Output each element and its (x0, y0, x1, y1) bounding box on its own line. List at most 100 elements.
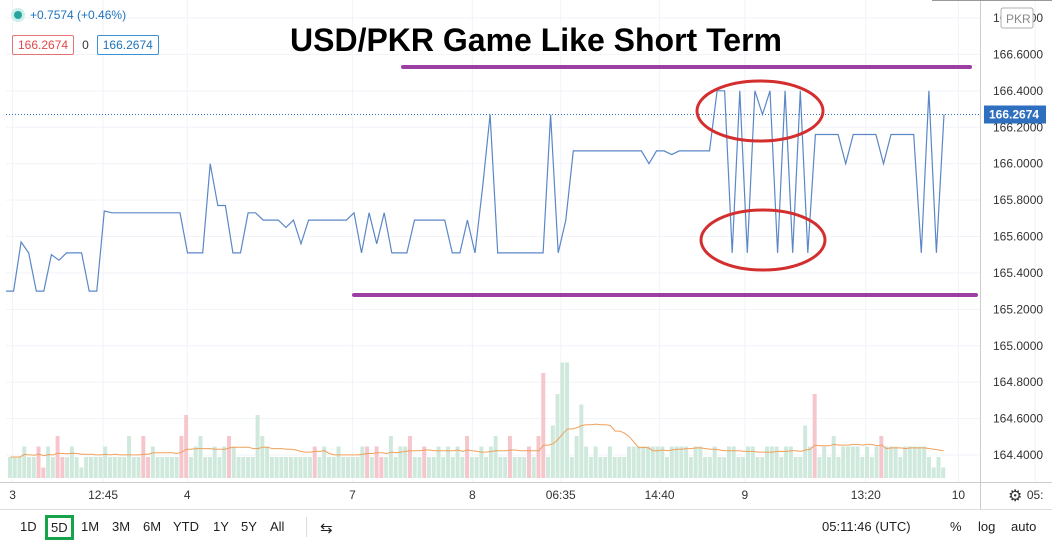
range-ytd[interactable]: YTD (173, 519, 199, 534)
volume-bar (774, 446, 779, 478)
volume-bar (493, 436, 498, 478)
volume-bar (869, 457, 874, 478)
time-tick-label: 05: (1027, 488, 1044, 502)
open-value: 166.2674 (12, 35, 75, 55)
time-tick-label: 14:40 (645, 488, 675, 502)
volume-bar (541, 373, 546, 478)
volume-bar (512, 457, 517, 478)
price-tick-label: 164.8000 (993, 375, 1043, 389)
volume-bar (760, 457, 765, 478)
volume-bar (750, 446, 755, 478)
volume-bar (88, 457, 93, 478)
price-line[interactable] (6, 90, 945, 292)
close-value: 166.2674 (96, 35, 159, 55)
volume-bar (203, 457, 208, 478)
volume-bar (860, 457, 865, 478)
volume-bar (798, 457, 803, 478)
volume-bar (822, 446, 827, 478)
volume-bar (279, 457, 284, 478)
volume-bar (79, 467, 84, 478)
volume-bar (465, 436, 470, 478)
price-tick-label: 166.6000 (993, 47, 1043, 61)
volume-bar (517, 457, 522, 478)
utc-clock[interactable]: 05:11:46 (UTC) (822, 519, 911, 534)
volume-bar (693, 446, 698, 478)
range-3m[interactable]: 3M (112, 519, 131, 534)
volume-bar (322, 446, 327, 478)
price-tick-label: 166.2000 (993, 120, 1043, 134)
volume-bar (160, 457, 165, 478)
volume-bar (165, 457, 170, 478)
volume-bar (755, 457, 760, 478)
range-1d[interactable]: 1D (20, 519, 37, 534)
log-toggle[interactable]: log (978, 519, 996, 534)
date-range-icon[interactable]: ⇆ (320, 520, 333, 537)
percent-toggle[interactable]: % (950, 519, 962, 534)
volume-bar (22, 446, 27, 478)
volume-bar (779, 457, 784, 478)
volume-bar (84, 457, 89, 478)
volume-bar (107, 457, 112, 478)
volume-bar (803, 425, 808, 478)
volume-bar (531, 457, 536, 478)
volume-bar (98, 457, 103, 478)
volume-bar (931, 467, 936, 478)
price-tick-label: 165.6000 (993, 230, 1043, 244)
volume-bar (360, 446, 365, 478)
volume-bar (903, 446, 908, 478)
volume-bar (726, 446, 731, 478)
volume-bar (836, 457, 841, 478)
volume-bar (36, 446, 41, 478)
time-tick-label: 3 (9, 488, 16, 502)
volume-bar (298, 457, 303, 478)
range-5d[interactable]: 5D (45, 515, 74, 540)
volume-bar (317, 457, 322, 478)
auto-toggle[interactable]: auto (1011, 519, 1037, 534)
time-tick-label: 8 (469, 488, 476, 502)
range-1m[interactable]: 1M (81, 519, 100, 534)
volume-bar (303, 457, 308, 478)
volume-bar (169, 457, 174, 478)
volume-bar (784, 446, 789, 478)
volume-bar (826, 457, 831, 478)
last-price-tag-box (984, 105, 1046, 124)
volume-bar (626, 446, 631, 478)
volume-bar (855, 446, 860, 478)
volume-bar (146, 457, 151, 478)
volume-bar (574, 436, 579, 478)
volume-bar (865, 446, 870, 478)
volume-bar (550, 425, 555, 478)
volume-bar (374, 446, 379, 478)
volume-ma-line (10, 423, 944, 458)
volume-bar (31, 457, 36, 478)
volume-bar (293, 457, 298, 478)
volume-bar (660, 446, 665, 478)
volume-bar (384, 457, 389, 478)
volume-bar (460, 457, 465, 478)
volume-bar (74, 457, 79, 478)
volume-bar (922, 446, 927, 478)
volume-bar (503, 457, 508, 478)
volume-bar (288, 457, 293, 478)
volume-bar (707, 457, 712, 478)
volume-bar (417, 457, 422, 478)
range-1y[interactable]: 1Y (213, 519, 229, 534)
volume-bar (269, 457, 274, 478)
volume-bar (265, 446, 270, 478)
volume-bar (441, 457, 446, 478)
volume-bar (631, 446, 636, 478)
volume-bar (884, 446, 889, 478)
range-5y[interactable]: 5Y (241, 519, 257, 534)
range-6m[interactable]: 6M (143, 519, 162, 534)
volume-bar (255, 415, 260, 478)
gear-icon[interactable]: ⚙ (1008, 488, 1023, 505)
volume-bar (207, 457, 212, 478)
volume-bar (327, 457, 331, 478)
volume-bar (250, 457, 255, 478)
time-tick-label: 9 (741, 488, 748, 502)
volume-bar (560, 362, 565, 478)
volume-bar (274, 457, 279, 478)
volume-bar (60, 457, 65, 478)
chart-canvas[interactable]: 166.8000166.6000166.4000166.2000166.0000… (0, 0, 1052, 510)
range-all[interactable]: All (270, 519, 285, 534)
